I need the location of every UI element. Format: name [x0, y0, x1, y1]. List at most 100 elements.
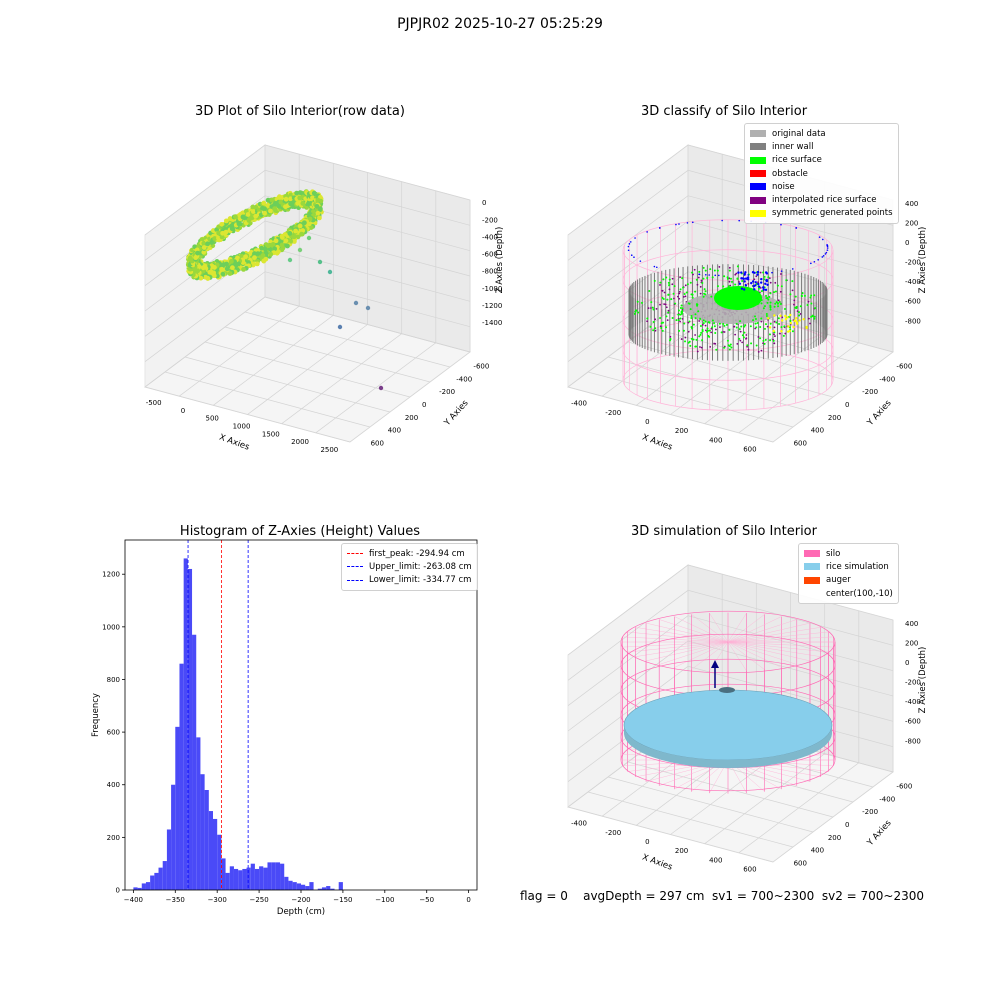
- rice-surface-point: [660, 322, 663, 325]
- legend-item: rice surface: [750, 154, 893, 167]
- x-tick-label: 1500: [262, 430, 280, 438]
- interpolated-point: [746, 345, 749, 348]
- rice-simulation-surface: [623, 689, 833, 761]
- rice-surface-point: [777, 305, 780, 308]
- rice-surface-point: [692, 323, 695, 326]
- noise-point: [737, 271, 740, 274]
- y-tick-label: 1000: [102, 623, 120, 631]
- gridline: [144, 195, 471, 286]
- interpolated-point: [791, 289, 794, 292]
- rice-surface-point: [720, 331, 723, 334]
- data-point: [227, 271, 233, 276]
- interpolated-point: [699, 285, 702, 288]
- rice-surface-point: [711, 319, 714, 322]
- histogram-bar: [221, 858, 226, 890]
- histogram-bar: [158, 867, 163, 890]
- data-point: [240, 214, 246, 220]
- interpolated-point: [669, 335, 672, 338]
- rice-surface-point: [779, 303, 782, 306]
- y-tick-label: 600: [107, 729, 120, 737]
- interpolated-point: [773, 320, 776, 323]
- rice-surface-point: [726, 339, 729, 342]
- noise-point: [743, 274, 746, 276]
- rice-surface-point: [772, 339, 775, 342]
- rice-surface-point: [674, 302, 677, 305]
- rice-surface-point: [811, 315, 814, 318]
- rice-surface-point: [765, 294, 768, 297]
- data-point: [203, 274, 208, 280]
- rice-surface-point: [809, 296, 812, 299]
- z-tick-label: 200: [905, 639, 918, 647]
- interpolated-point: [693, 268, 696, 271]
- silo-roof-line: [659, 641, 729, 665]
- gridline: [567, 195, 894, 286]
- histogram-bar: [183, 558, 188, 890]
- noise-point: [821, 256, 824, 258]
- gridline: [567, 615, 894, 706]
- rice-surface-point: [794, 295, 797, 298]
- rice-surface-point: [679, 288, 682, 291]
- data-point: [315, 210, 321, 216]
- data-point: [307, 216, 313, 222]
- rice-surface-point: [690, 316, 693, 319]
- data-point: [279, 242, 285, 248]
- legend-swatch: [804, 563, 820, 571]
- legend-swatch: [804, 550, 820, 558]
- rice-surface-point: [701, 339, 704, 342]
- interpolated-point: [692, 273, 694, 276]
- data-point: [243, 254, 249, 260]
- rice-surface-point: [677, 319, 680, 322]
- rice-surface-point: [774, 290, 777, 293]
- interpolated-point: [759, 271, 762, 274]
- rice-surface-point: [682, 329, 685, 332]
- rice-surface-point: [679, 317, 682, 320]
- noise-point: [691, 221, 694, 224]
- data-point: [259, 245, 265, 251]
- gridline: [567, 589, 894, 681]
- data-point: [261, 200, 267, 206]
- x-axis-label: Depth (cm): [277, 907, 325, 917]
- data-point: [241, 267, 246, 272]
- histogram-bar: [217, 834, 222, 890]
- data-point: [252, 251, 257, 257]
- interpolated-point: [714, 328, 717, 331]
- z-tick-label: -600: [905, 298, 921, 306]
- rice-surface-point: [773, 291, 776, 294]
- silo-roof-line: [627, 631, 729, 643]
- noise-point: [740, 271, 743, 274]
- symmetric-point: [788, 329, 791, 333]
- rice-surface-point: [681, 277, 684, 280]
- rice-surface-point: [660, 326, 663, 329]
- legend-line: [347, 579, 363, 581]
- interpolated-point: [739, 339, 742, 342]
- z-axis-label: Z Axies (Depth): [495, 227, 505, 294]
- rice-surface-point: [685, 291, 688, 294]
- rice-surface-point: [701, 328, 704, 331]
- data-point: [224, 261, 229, 267]
- data-point: [299, 231, 304, 237]
- noise-point: [758, 285, 761, 288]
- interpolated-point: [762, 342, 764, 345]
- rice-surface-point: [695, 278, 698, 281]
- z-tick-label: 400: [905, 200, 918, 208]
- histogram-bar: [192, 634, 197, 890]
- symmetric-point: [772, 329, 775, 333]
- rice-surface-point: [794, 306, 797, 309]
- interpolated-point: [705, 329, 707, 332]
- data-point: [261, 258, 267, 264]
- histogram-bar: [200, 774, 205, 890]
- y-tick-label: 600: [794, 860, 807, 868]
- figure-title: PJPJR02 2025-10-27 05:25:29: [397, 16, 603, 32]
- noise-point: [653, 265, 656, 268]
- rice-surface-point: [722, 285, 725, 288]
- panel2-title: 3D classify of Silo Interior: [640, 104, 808, 119]
- interpolated-point: [757, 350, 760, 353]
- noise-point: [822, 255, 825, 257]
- symmetric-point: [786, 316, 789, 319]
- data-point: [219, 221, 225, 227]
- interpolated-point: [710, 331, 713, 334]
- interpolated-point: [728, 266, 731, 269]
- rice-surface-point: [670, 298, 673, 301]
- rice-surface-point: [738, 328, 741, 331]
- data-point: [201, 245, 207, 250]
